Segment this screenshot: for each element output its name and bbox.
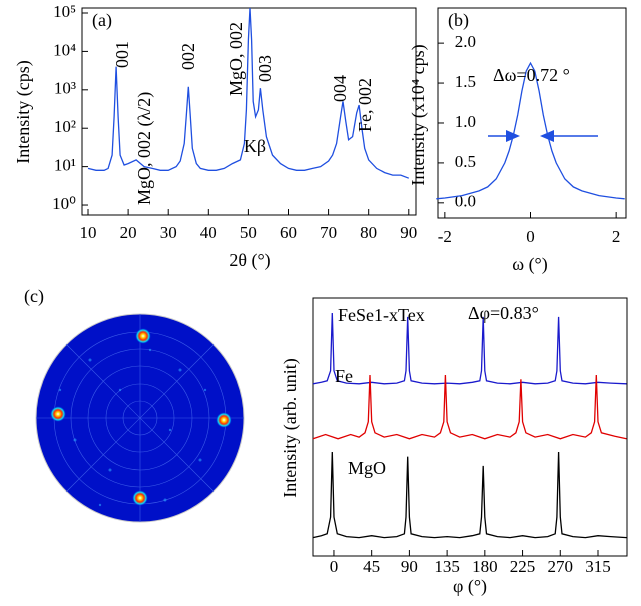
plot-frame: [81, 7, 417, 216]
annotation: Δφ=0.83°: [468, 303, 539, 323]
pole-spot: [132, 490, 148, 506]
x-tick-label: 0: [330, 557, 339, 576]
x-tick-label: 180: [472, 557, 498, 576]
x-tick-label: 50: [240, 223, 257, 242]
data-line: [87, 8, 410, 179]
annotation: (b): [448, 10, 469, 31]
x-tick-label: 225: [510, 557, 536, 576]
y-tick-label: 10⁵: [53, 2, 76, 21]
y-tick-label: 10²: [54, 117, 76, 136]
x-tick-label: 135: [434, 557, 460, 576]
plot-frame: [437, 7, 627, 219]
legend-label: FeSe1-xTex: [338, 305, 425, 325]
x-tick-label: 20: [120, 223, 137, 242]
plot-frame: [312, 297, 628, 557]
y-tick-label: 2.0: [455, 32, 476, 51]
x-axis-label: 2θ (°): [229, 250, 270, 271]
legend-label: MgO: [348, 458, 386, 478]
x-tick-label: -2: [438, 227, 452, 246]
annotation: 004: [330, 75, 350, 102]
x-tick-label: 90: [401, 557, 418, 576]
annotation: 003: [255, 55, 275, 82]
x-tick-label: 60: [280, 223, 297, 242]
annotation: Kβ: [244, 136, 266, 156]
annotation: 002: [178, 43, 198, 70]
x-tick-label: 45: [363, 557, 380, 576]
pole-spot: [216, 412, 232, 428]
legend-label: Fe: [335, 366, 353, 386]
y-tick-label: 1.5: [455, 72, 476, 91]
pole-figure: (c): [24, 286, 245, 523]
x-tick-label: 0: [526, 227, 535, 246]
annotation: MgO, 002 (λ/2): [134, 92, 155, 205]
y-axis-label: Intensity (arb. unit): [280, 358, 301, 497]
y-tick-label: 10¹: [54, 156, 76, 175]
y-tick-label: 1.0: [455, 112, 476, 131]
y-tick-label: 10³: [54, 79, 76, 98]
x-tick-label: 30: [160, 223, 177, 242]
x-tick-label: 10: [80, 223, 97, 242]
pole-spot: [135, 328, 151, 344]
annotation: Δω=0.72 °: [493, 65, 570, 85]
pole-speckle: [58, 348, 207, 507]
annotation: MgO, 002: [226, 22, 246, 96]
y-axis-label: Intensity (cps): [13, 60, 34, 163]
y-tick-label: 10⁴: [53, 40, 76, 59]
pole-spot: [50, 406, 66, 422]
annotation: Fe, 002: [355, 78, 375, 132]
x-tick-label: 2: [612, 227, 621, 246]
y-tick-label: 10⁰: [52, 194, 76, 213]
data-line: [312, 451, 627, 539]
panel: 0 45 90 135 180 225 270 315 φ (°) Intensity (arb.…: [280, 297, 628, 597]
annotation: 001: [112, 41, 132, 68]
y-axis-label: Intensity (x10⁴ cps): [408, 44, 429, 185]
data-line: [436, 61, 625, 200]
x-tick-label: 270: [548, 557, 574, 576]
annotation: (a): [92, 10, 112, 31]
data-line: [312, 374, 627, 440]
x-tick-label: 90: [400, 223, 417, 242]
x-axis-label: ω (°): [512, 254, 548, 275]
panel: 10 20 30 40 50 60 70 80 90 10⁰ 10¹ 10² 10³ 10⁴ 10⁵ 2θ (…: [13, 2, 417, 271]
data-line: [312, 312, 627, 385]
panel-label: (c): [24, 286, 44, 307]
x-tick-label: 80: [360, 223, 377, 242]
panel: -2 0 20.00.51.01.52.0ω (°)Intensity (x10⁴ …: [408, 7, 627, 275]
x-axis-label: φ (°): [453, 576, 487, 597]
x-tick-label: 40: [200, 223, 217, 242]
arrows: [488, 130, 598, 142]
x-tick-label: 70: [320, 223, 337, 242]
x-tick-label: 315: [585, 557, 611, 576]
y-tick-label: 0.5: [455, 152, 476, 171]
